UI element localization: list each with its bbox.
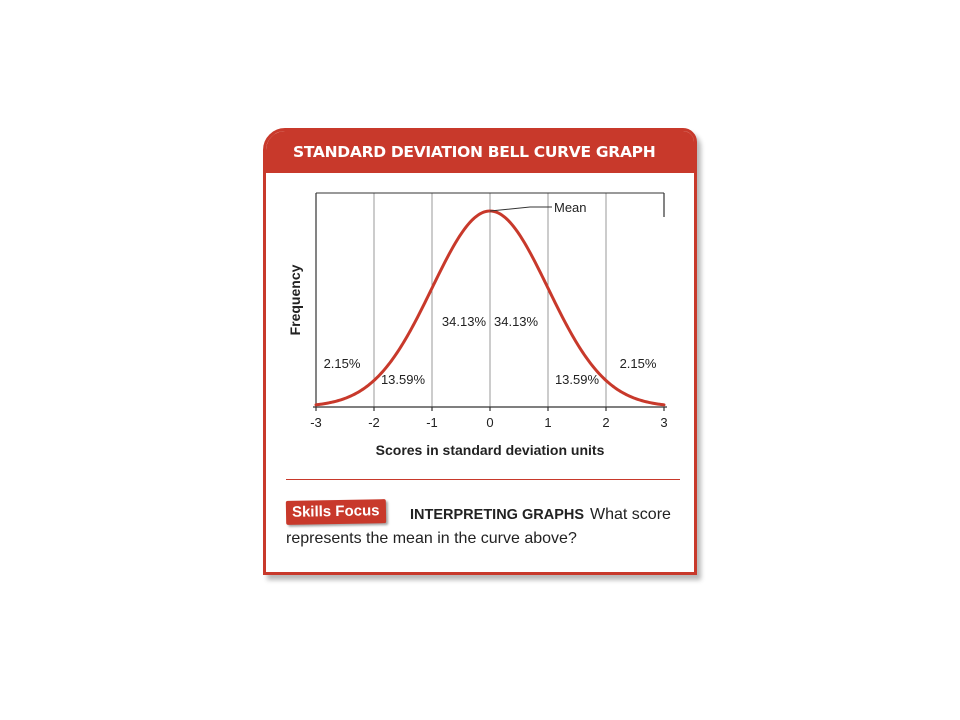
region-label: 34.13% [442,314,487,329]
question-label: INTERPRETING GRAPHS [410,507,585,523]
card-title: STANDARD DEVIATION BELL CURVE GRAPH [266,131,694,173]
x-tick-label: -2 [368,415,380,430]
axes [313,192,667,411]
x-tick-label: -1 [426,415,438,430]
region-label: 2.15% [324,356,361,371]
region-label: 34.13% [494,314,539,329]
x-tick-label: 1 [544,415,551,430]
region-label: 2.15% [620,356,657,371]
labels: -3 -2 -1 0 1 2 3 2.15% 13.59% 34.13% 34.13% 13.59% 2… [287,200,668,458]
region-label: 13.59% [555,372,600,387]
x-tick-label: 3 [660,415,667,430]
y-axis-label: Frequency [287,264,303,335]
x-axis-label: Scores in standard deviation units [376,442,605,458]
x-tick-label: -3 [310,415,322,430]
question-body: What score represents the mean in the cu… [286,506,671,547]
x-tick-label: 2 [602,415,609,430]
divider [286,479,680,480]
bell-curve-chart: -3 -2 -1 0 1 2 3 2.15% 13.59% 34.13% 34.13% 13.59% 2… [287,192,668,458]
x-tick-label: 0 [486,415,493,430]
grid-lines [373,193,607,407]
figure-card: STANDARD DEVIATION BELL CURVE GRAPH -3 -2… [263,128,697,575]
region-label: 13.59% [381,372,426,387]
question-text: INTERPRETING GRAPHS What score represents… [286,503,686,551]
mean-leader-line [489,206,552,212]
mean-label: Mean [554,200,587,215]
